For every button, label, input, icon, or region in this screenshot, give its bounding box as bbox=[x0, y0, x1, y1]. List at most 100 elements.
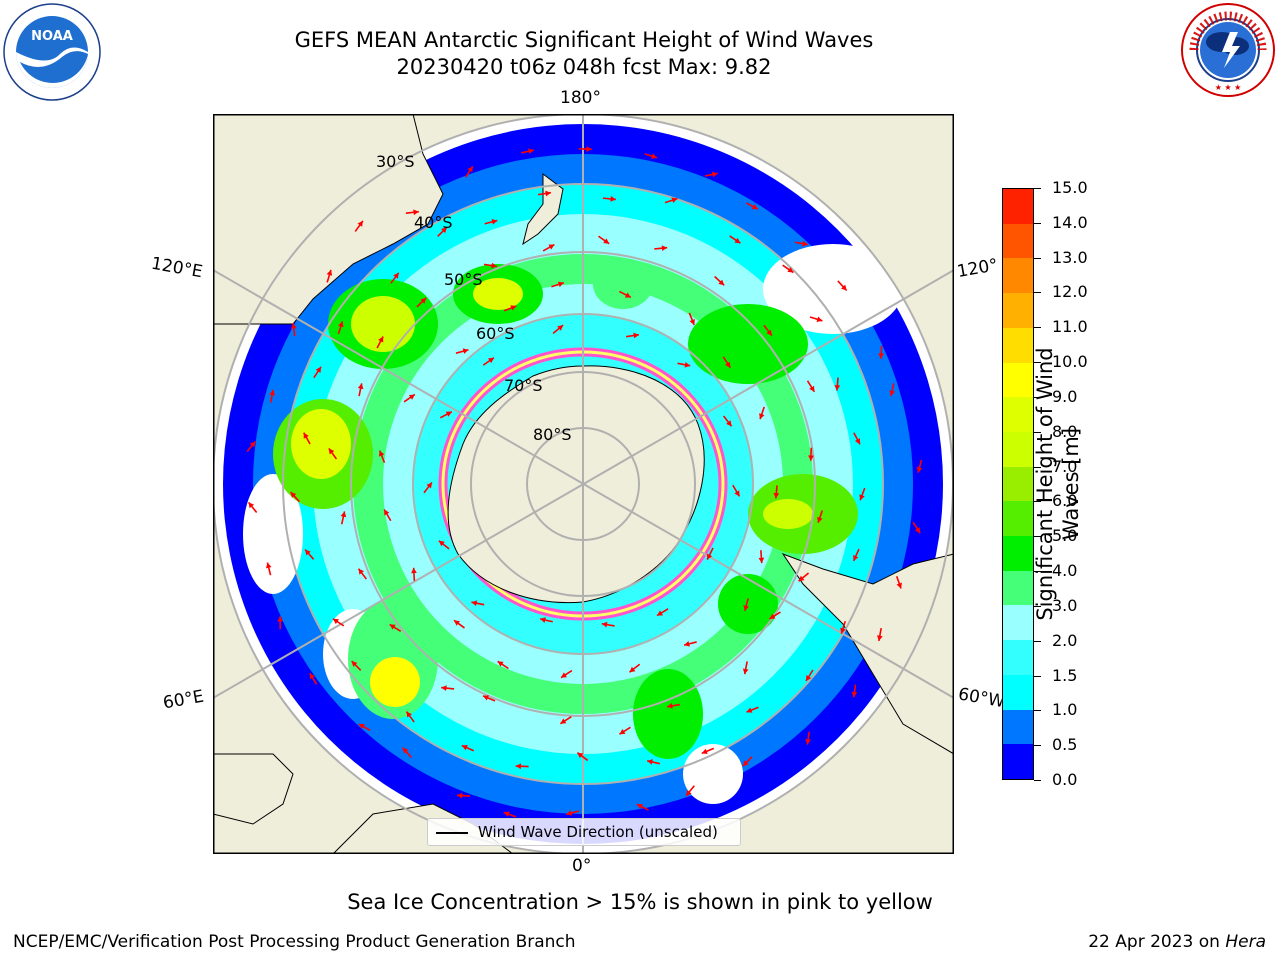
wave-direction-arrowhead bbox=[471, 600, 478, 607]
wave-direction-arrowhead bbox=[540, 617, 546, 623]
colorbar-tick bbox=[1034, 605, 1041, 607]
wave-direction-arrowhead bbox=[586, 146, 592, 152]
wave-direction-arrowhead bbox=[809, 385, 815, 392]
colorbar-tick bbox=[1034, 536, 1041, 538]
colorbar-tick bbox=[1034, 640, 1041, 642]
wave-direction-arrowhead bbox=[456, 792, 463, 799]
noaa-logo-icon: NOAA bbox=[3, 3, 101, 101]
colorbar-tick bbox=[1034, 675, 1041, 677]
no-data-region bbox=[243, 474, 303, 594]
colorbar-segment bbox=[1003, 640, 1033, 675]
wave-direction-arrowhead bbox=[358, 724, 365, 730]
colorbar-segment bbox=[1003, 258, 1033, 294]
wave-direction-arrowhead bbox=[265, 562, 272, 569]
nws-logo-icon: ★ ★ ★ bbox=[1181, 3, 1275, 97]
australia-land bbox=[213, 114, 444, 325]
wave-direction-arrowhead bbox=[491, 219, 498, 225]
wave-direction-arrowhead bbox=[914, 527, 921, 534]
no-data-region bbox=[763, 244, 903, 334]
wave-direction-arrowhead bbox=[303, 432, 309, 439]
colorbar-segment bbox=[1003, 674, 1033, 710]
colorbar-tick-label: 6.0 bbox=[1052, 491, 1078, 511]
wave-direction-arrowhead bbox=[378, 336, 384, 343]
wave-direction-arrowhead bbox=[488, 357, 494, 364]
wave-direction-arrowhead bbox=[840, 627, 846, 634]
wave-direction-arrowhead bbox=[290, 323, 297, 329]
chart-subtitle: 20230420 t06z 048h fcst Max: 9.82 bbox=[396, 55, 772, 79]
credit-left: NCEP/EMC/Verification Post Processing Pr… bbox=[13, 932, 576, 952]
wave-direction-arrowhead bbox=[561, 672, 567, 678]
wave-direction-arrowhead bbox=[896, 582, 902, 589]
colorbar-segment bbox=[1003, 709, 1033, 745]
colorbar-tick bbox=[1034, 745, 1041, 747]
wave-direction-arrowhead bbox=[629, 666, 636, 673]
wave-max-region bbox=[291, 409, 351, 479]
wave-direction-arrowhead bbox=[817, 516, 823, 523]
polar-map bbox=[213, 114, 954, 854]
wave-direction-arrowhead bbox=[603, 238, 610, 244]
colorbar-tick bbox=[1034, 501, 1041, 503]
wave-direction-arrowhead bbox=[746, 707, 753, 713]
wave-direction-arrowhead bbox=[326, 269, 333, 276]
wave-direction-arrowhead bbox=[389, 624, 396, 630]
lat-label: 40°S bbox=[414, 213, 453, 232]
colorbar-tick-label: 13.0 bbox=[1052, 247, 1088, 267]
wave-max-region bbox=[370, 657, 420, 707]
colorbar-segment bbox=[1003, 397, 1033, 432]
wave-direction-arrowhead bbox=[290, 492, 297, 498]
wave-max-region bbox=[633, 669, 703, 759]
wave-direction-arrowhead bbox=[667, 703, 673, 709]
wave-direction-arrowhead bbox=[393, 272, 399, 279]
colorbar-segment bbox=[1003, 501, 1033, 537]
colorbar-tick-label: 9.0 bbox=[1052, 386, 1078, 406]
wave-direction-arrowhead bbox=[802, 240, 808, 247]
wave-direction-arrowhead bbox=[577, 752, 584, 759]
wave-direction-arrowhead bbox=[806, 675, 812, 682]
wave-direction-arrowhead bbox=[661, 245, 668, 252]
wave-direction-arrowhead bbox=[707, 553, 713, 560]
colorbar-tick-label: 4.0 bbox=[1052, 561, 1078, 581]
wave-direction-arrowhead bbox=[340, 511, 347, 518]
wave-direction-arrowhead bbox=[249, 441, 256, 448]
wave-direction-arrowhead bbox=[510, 305, 517, 311]
wave-max-region bbox=[763, 499, 813, 529]
map-legend: Wind Wave Direction (unscaled) bbox=[427, 818, 741, 846]
colorbar-segment bbox=[1003, 293, 1033, 328]
legend-line-swatch bbox=[436, 832, 468, 834]
wave-direction-arrowhead bbox=[816, 316, 823, 323]
wave-direction-arrowhead bbox=[853, 554, 859, 561]
colorbar-tick-label: 10.0 bbox=[1052, 352, 1088, 372]
wave-direction-arrowhead bbox=[545, 190, 551, 197]
wave-direction-arrowhead bbox=[610, 196, 616, 202]
colorbar-segment bbox=[1003, 536, 1033, 571]
colorbar-title: Significant Height of Wind Waves [m] bbox=[1032, 334, 1084, 634]
wave-direction-arrowhead bbox=[742, 668, 749, 675]
map-border bbox=[213, 114, 954, 854]
colorbar-tick bbox=[1034, 710, 1041, 712]
wave-max-region bbox=[473, 278, 523, 310]
wave-direction-arrowhead bbox=[766, 329, 772, 336]
wave-direction-arrowhead bbox=[808, 455, 814, 461]
wave-direction-arrowhead bbox=[438, 540, 445, 547]
colorbar-tick bbox=[1034, 292, 1041, 294]
colorbar-tick-label: 5.0 bbox=[1052, 526, 1078, 546]
wave-direction-arrowhead bbox=[742, 760, 749, 767]
wave-direction-arrowhead bbox=[406, 711, 412, 718]
wave-direction-arrowhead bbox=[305, 549, 311, 556]
wave-direction-arrowhead bbox=[725, 361, 731, 368]
colorbar-tick bbox=[1034, 257, 1041, 259]
wave-direction-arrowhead bbox=[840, 284, 847, 291]
wave-direction-arrowhead bbox=[248, 502, 255, 509]
lon-label-60w: 60°W bbox=[956, 684, 1004, 712]
wave-direction-arrowhead bbox=[834, 385, 841, 391]
wave-max-region bbox=[593, 259, 653, 309]
wave-direction-arrowhead bbox=[426, 482, 432, 489]
wave-direction-arrowhead bbox=[315, 366, 321, 373]
wave-direction-arrowhead bbox=[712, 171, 718, 178]
wave-direction-arrowhead bbox=[805, 738, 811, 745]
wave-direction-arrowhead bbox=[758, 557, 765, 564]
colorbar-tick bbox=[1034, 571, 1041, 573]
wave-direction-arrowhead bbox=[309, 673, 315, 680]
wave-direction-arrowhead bbox=[461, 744, 468, 751]
wave-direction-arrowhead bbox=[453, 620, 460, 626]
